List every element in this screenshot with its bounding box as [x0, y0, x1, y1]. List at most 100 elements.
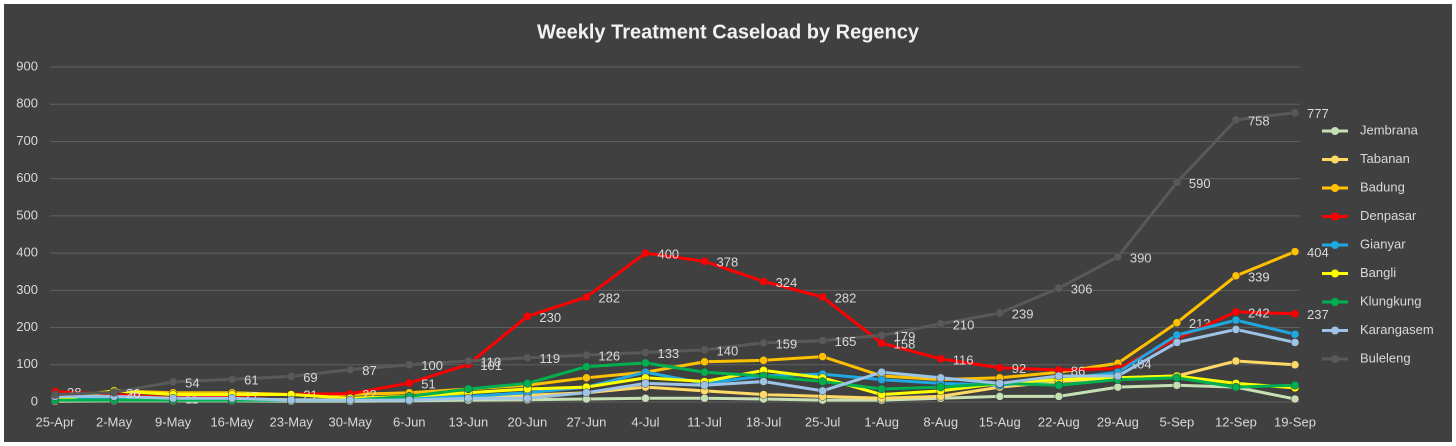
data-label: 116	[953, 352, 974, 367]
x-tick-label: 19-Sep	[1274, 414, 1316, 429]
data-point	[50, 390, 60, 399]
data-label: 324	[776, 275, 798, 290]
series-line	[55, 327, 1296, 402]
data-point	[582, 388, 591, 397]
x-tick-label: 5-Sep	[1160, 414, 1195, 429]
data-label: 378	[717, 255, 739, 270]
data-point	[345, 395, 355, 405]
data-point	[1231, 315, 1241, 325]
data-label: 159	[776, 336, 798, 351]
data-point	[405, 360, 414, 370]
data-label: 282	[598, 290, 620, 305]
data-label: 179	[894, 329, 916, 344]
legend-label: Badung	[1360, 179, 1405, 194]
data-point	[700, 394, 709, 403]
legend-label: Denpasar	[1360, 208, 1417, 223]
data-point	[345, 365, 355, 374]
data-label: 230	[539, 310, 561, 325]
data-point	[818, 386, 827, 396]
legend-marker	[1331, 298, 1339, 306]
legend-marker	[1331, 212, 1339, 221]
data-point	[995, 392, 1005, 401]
chart-background	[4, 4, 1452, 442]
data-label: 140	[717, 343, 739, 358]
data-point	[464, 356, 473, 366]
data-point	[1290, 108, 1300, 118]
legend-marker	[1331, 155, 1339, 164]
y-tick-label: 500	[16, 207, 38, 222]
data-point	[877, 384, 886, 394]
data-point	[641, 394, 650, 403]
data-point	[1172, 381, 1182, 390]
data-label: 51	[421, 376, 435, 391]
data-point	[1231, 271, 1241, 281]
data-point	[405, 378, 414, 388]
x-tick-label: 4-Jul	[631, 414, 659, 429]
legend-marker	[1331, 326, 1339, 335]
data-point	[227, 394, 237, 403]
legend-label: Klungkung	[1360, 293, 1421, 308]
data-point	[1054, 371, 1064, 381]
y-tick-label: 900	[16, 58, 38, 73]
data-label: 282	[835, 290, 857, 305]
data-point	[936, 354, 945, 364]
data-label: 777	[1307, 106, 1329, 121]
data-point	[995, 379, 1005, 388]
data-point	[286, 372, 296, 381]
data-point	[1290, 381, 1300, 390]
data-point	[818, 292, 827, 302]
data-point	[759, 277, 768, 286]
legend-label: Gianyar	[1360, 236, 1406, 251]
data-label: 210	[953, 317, 975, 332]
x-tick-label: 1-Aug	[864, 414, 899, 429]
data-point	[1172, 330, 1182, 340]
data-point	[1231, 325, 1241, 334]
y-tick-label: 700	[16, 133, 38, 148]
x-tick-label: 29-Aug	[1097, 414, 1139, 429]
data-point	[168, 377, 178, 387]
data-point	[168, 394, 178, 403]
data-point	[700, 357, 709, 367]
legend-marker	[1331, 241, 1339, 249]
legend-label: Karangasem	[1360, 322, 1434, 337]
data-point	[1172, 178, 1182, 187]
y-tick-label: 800	[16, 96, 38, 111]
data-point	[877, 367, 886, 377]
x-tick-label: 27-Jun	[567, 414, 607, 429]
data-point	[523, 379, 532, 388]
data-point	[1113, 252, 1123, 262]
legend-label: Bangli	[1360, 265, 1396, 280]
x-tick-label: 22-Aug	[1038, 414, 1080, 429]
data-label: 242	[1248, 305, 1270, 320]
data-label: 101	[480, 358, 502, 373]
data-point	[1231, 382, 1241, 392]
data-point	[641, 348, 650, 357]
x-tick-label: 25-Jul	[805, 414, 841, 429]
data-label: 17	[244, 389, 258, 404]
data-point	[759, 377, 768, 386]
data-point	[109, 388, 119, 397]
x-tick-label: 12-Sep	[1215, 414, 1257, 429]
y-tick-label: 400	[16, 245, 38, 260]
x-tick-label: 25-Apr	[35, 414, 75, 429]
data-label: 390	[1130, 250, 1152, 265]
legend-marker	[1331, 184, 1339, 192]
data-point	[582, 350, 591, 360]
data-point	[1290, 309, 1300, 319]
data-label: 339	[1248, 269, 1270, 284]
data-point	[995, 363, 1005, 373]
data-point	[1231, 356, 1241, 366]
data-point	[641, 358, 650, 368]
data-label: 400	[657, 247, 679, 262]
y-tick-label: 300	[16, 282, 38, 297]
data-point	[1054, 392, 1064, 401]
legend-label: Jembrana	[1360, 122, 1419, 137]
data-point	[464, 394, 473, 403]
data-label: 237	[1307, 307, 1329, 322]
data-point	[1231, 115, 1241, 125]
data-point	[1231, 307, 1241, 317]
data-point	[818, 336, 827, 345]
chart-title: Weekly Treatment Caseload by Regency	[537, 21, 920, 43]
data-label: 404	[1307, 245, 1329, 260]
data-point	[1290, 394, 1300, 404]
